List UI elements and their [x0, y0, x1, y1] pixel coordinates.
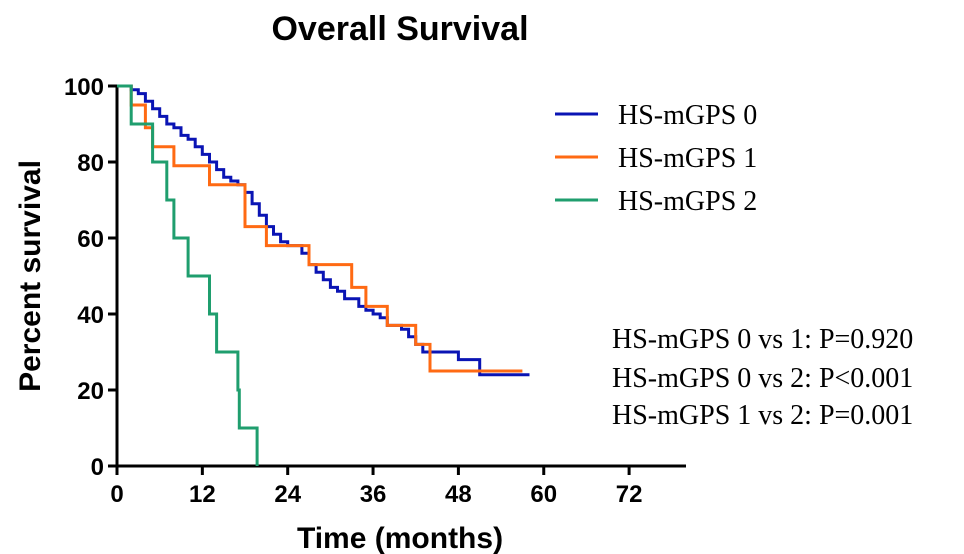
x-tick-label: 60: [530, 481, 557, 508]
series-line-hs-mgps-0: [117, 84, 530, 377]
y-tick-label: 100: [64, 74, 104, 101]
x-tick-label: 72: [616, 481, 643, 508]
x-tick-label: 24: [274, 481, 301, 508]
p-value-0-vs-2: HS-mGPS 0 vs 2: P<0.001: [612, 363, 913, 394]
legend: HS-mGPS 0 HS-mGPS 1 HS-mGPS 2: [555, 100, 757, 217]
x-tick-label: 36: [360, 481, 387, 508]
y-tick-label: 60: [77, 226, 104, 253]
axes: [115, 86, 686, 468]
x-axis-title: Time (months): [297, 522, 503, 554]
legend-label-hs-mgps-0: HS-mGPS 0: [618, 100, 757, 131]
legend-item-hs-mgps-1: HS-mGPS 1: [555, 143, 757, 174]
legend-label-hs-mgps-2: HS-mGPS 2: [618, 186, 757, 217]
y-axis-title: Percent survival: [14, 160, 47, 392]
legend-item-hs-mgps-0: HS-mGPS 0: [555, 100, 757, 131]
series-line-hs-mgps-2: [117, 84, 259, 466]
x-tick-label: 12: [189, 481, 216, 508]
y-tick-label: 20: [77, 378, 104, 405]
p-value-1-vs-2: HS-mGPS 1 vs 2: P=0.001: [612, 400, 913, 431]
y-tick-label: 80: [77, 150, 104, 177]
legend-item-hs-mgps-2: HS-mGPS 2: [555, 186, 757, 217]
legend-label-hs-mgps-1: HS-mGPS 1: [618, 143, 757, 174]
x-ticks: 0 12 24 36 48 60 72: [110, 466, 642, 508]
series-layer: [117, 84, 530, 466]
p-value-annotations: HS-mGPS 0 vs 1: P=0.920 HS-mGPS 0 vs 2: …: [612, 324, 913, 431]
p-value-0-vs-1: HS-mGPS 0 vs 1: P=0.920: [612, 324, 913, 355]
x-tick-label: 48: [445, 481, 472, 508]
y-tick-label: 40: [77, 302, 104, 329]
series-line-hs-mgps-1: [117, 84, 523, 373]
x-tick-label: 0: [110, 481, 123, 508]
y-tick-label: 0: [91, 454, 104, 481]
y-ticks: 0 20 40 60 80 100: [64, 74, 117, 481]
chart-title: Overall Survival: [271, 10, 528, 48]
